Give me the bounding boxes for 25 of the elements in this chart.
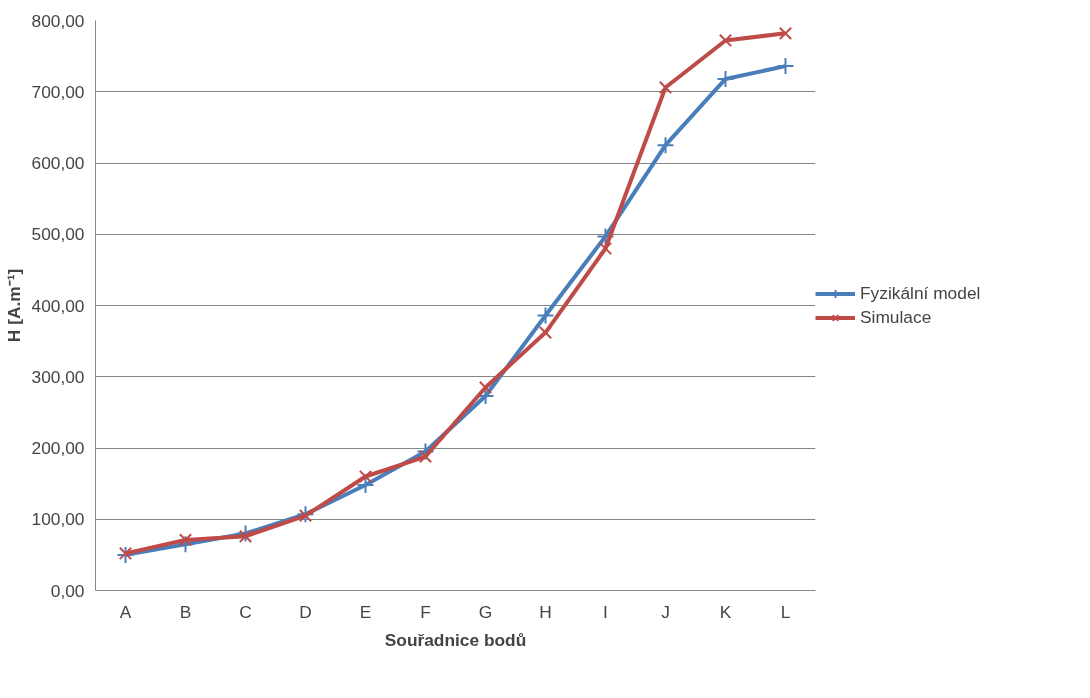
x-tick-label: I xyxy=(603,601,608,622)
y-tick-label: 800,00 xyxy=(31,10,85,31)
y-tick-label: 400,00 xyxy=(31,295,85,316)
x-tick-label: J xyxy=(661,601,670,622)
legend-label: Simulace xyxy=(860,306,932,328)
x-tick-label: A xyxy=(119,601,132,622)
x-axis-title: Souřadnice bodů xyxy=(384,629,527,650)
y-tick-label: 600,00 xyxy=(31,153,85,173)
y-tick-label: 700,00 xyxy=(31,81,85,102)
y-tick-label: 0,00 xyxy=(50,580,85,601)
x-tick-label: E xyxy=(359,601,372,622)
x-tick-label: H xyxy=(539,601,552,622)
y-axis-title: H [A.m⁻¹] xyxy=(3,268,24,343)
x-tick-label: C xyxy=(239,601,252,622)
x-tick-label: F xyxy=(420,601,431,622)
x-tick-label: G xyxy=(478,601,493,622)
x-tick-label: L xyxy=(780,601,791,622)
legend-label: Fyzikální model xyxy=(860,282,981,304)
x-tick-label: B xyxy=(179,601,192,622)
y-tick-label: 500,00 xyxy=(31,224,85,245)
y-tick-label: 200,00 xyxy=(31,438,85,458)
x-tick-label: D xyxy=(299,601,312,622)
y-tick-label: 300,00 xyxy=(31,366,85,387)
x-tick-label: K xyxy=(719,601,732,622)
y-tick-label: 100,00 xyxy=(31,509,85,530)
